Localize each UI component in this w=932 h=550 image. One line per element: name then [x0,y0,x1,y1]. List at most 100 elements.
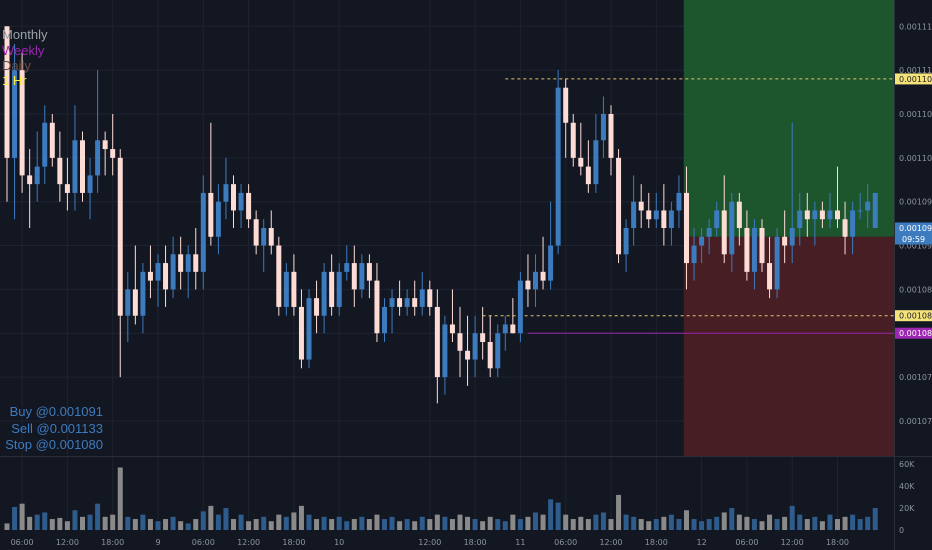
candle-body[interactable] [87,175,93,193]
candle-body[interactable] [132,289,138,316]
candle-body[interactable] [344,263,350,272]
candle-body[interactable] [699,236,705,246]
candle-body[interactable] [548,245,554,281]
legend-monthly[interactable]: Monthly [2,27,48,42]
candle-body[interactable] [646,210,652,220]
candle-body[interactable] [49,122,55,158]
candle-body[interactable] [638,201,644,211]
candle-body[interactable] [291,271,297,307]
candle-body[interactable] [510,324,516,334]
candle-body[interactable] [57,157,63,185]
candle-body[interactable] [789,228,795,246]
candle-body[interactable] [283,271,289,307]
candle-body[interactable] [397,298,403,307]
candle-body[interactable] [336,271,342,307]
candle-body[interactable] [827,210,833,220]
legend-1hr[interactable]: 1 Hr [2,73,27,88]
candle-body[interactable] [389,298,395,307]
candle-body[interactable] [616,157,622,255]
candle-body[interactable] [223,184,229,202]
candle-body[interactable] [178,254,184,272]
candle-body[interactable] [238,192,244,211]
candle-body[interactable] [736,201,742,228]
candle-body[interactable] [64,184,70,193]
candle-body[interactable] [208,192,214,237]
candle-body[interactable] [231,184,236,211]
candle-body[interactable] [298,306,304,360]
candle-body[interactable] [117,157,123,316]
candle-body[interactable] [253,219,259,246]
candle-body[interactable] [684,192,689,264]
candle-body[interactable] [80,140,85,193]
candle-body[interactable] [691,245,697,264]
candle-body[interactable] [34,166,40,185]
candle-body[interactable] [835,210,840,220]
candle-body[interactable] [819,210,825,220]
candle-body[interactable] [102,140,108,150]
candle-body[interactable] [359,263,365,290]
candle-body[interactable] [382,306,387,334]
candle-body[interactable] [600,114,606,141]
candle-body[interactable] [570,122,576,158]
candle-body[interactable] [842,219,848,237]
legend-weekly[interactable]: Weekly [2,43,45,58]
candle-body[interactable] [155,263,161,281]
candle-body[interactable] [147,271,153,281]
candle-body[interactable] [517,280,523,334]
candle-body[interactable] [782,236,788,246]
candle-body[interactable] [193,254,199,272]
candle-body[interactable] [533,271,538,290]
candle-body[interactable] [631,201,637,228]
candle-body[interactable] [246,192,252,220]
candle-body[interactable] [404,298,410,307]
candle-body[interactable] [653,210,659,220]
candle-body[interactable] [321,271,327,316]
candle-body[interactable] [261,228,267,246]
candle-body[interactable] [721,210,727,255]
candle-body[interactable] [268,228,274,246]
candle-body[interactable] [19,70,25,176]
candle-body[interactable] [12,70,18,158]
candle-body[interactable] [449,324,455,334]
candle-body[interactable] [865,201,871,211]
candle-body[interactable] [42,122,48,167]
candle-body[interactable] [661,210,667,228]
candle-body[interactable] [487,342,493,369]
candle-body[interactable] [585,166,591,185]
candle-body[interactable] [555,87,561,246]
candle-body[interactable] [623,228,629,255]
candle-body[interactable] [774,236,780,290]
candle-body[interactable] [351,263,357,290]
candle-body[interactable] [442,324,448,378]
candle-body[interactable] [759,228,765,264]
candle-body[interactable] [185,254,191,272]
candle-body[interactable] [714,210,720,228]
candle-body[interactable] [419,289,425,307]
candle-body[interactable] [751,228,757,272]
candle-body[interactable] [472,333,478,360]
candle-body[interactable] [427,289,433,307]
candle-body[interactable] [329,271,335,307]
candle-body[interactable] [676,192,682,211]
candle-body[interactable] [374,280,380,334]
candle-body[interactable] [4,26,10,158]
candle-body[interactable] [480,333,486,342]
candle-body[interactable] [593,140,599,185]
candle-body[interactable] [276,245,282,307]
candle-body[interactable] [200,192,206,272]
candle-body[interactable] [215,201,221,237]
candle-body[interactable] [170,254,176,290]
candle-body[interactable] [578,157,584,167]
candle-body[interactable] [366,263,372,281]
candle-body[interactable] [668,210,674,228]
candle-body[interactable] [857,210,863,212]
candle-body[interactable] [563,87,569,123]
candle-body[interactable] [872,192,878,228]
candle-body[interactable] [465,350,471,360]
candle-body[interactable] [457,333,463,351]
candle-body[interactable] [72,140,78,193]
candle-body[interactable] [706,228,712,237]
candle-body[interactable] [797,210,803,228]
candle-body[interactable] [502,324,508,334]
